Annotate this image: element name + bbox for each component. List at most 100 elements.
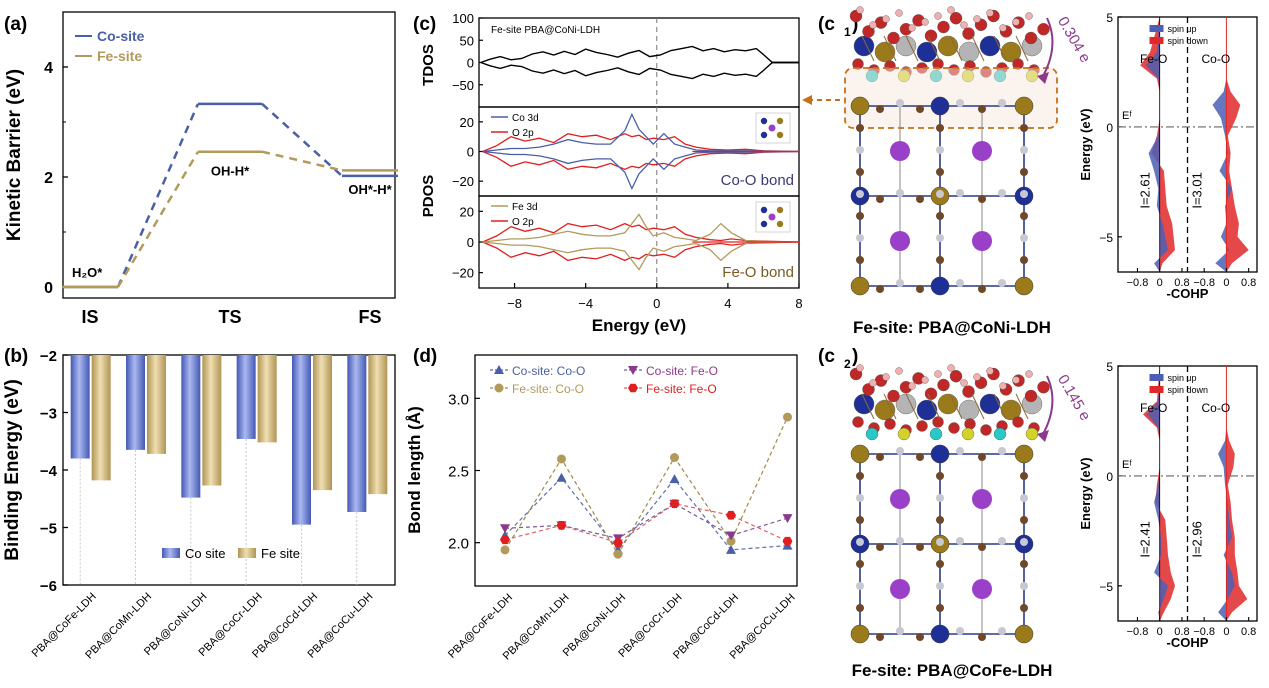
atom	[947, 6, 955, 14]
cohp-x-label: -COHP	[1167, 286, 1209, 301]
annotation-fs: OH*-H*	[348, 182, 392, 197]
atom-cn	[896, 627, 904, 635]
y-tick-label: 2.0	[448, 536, 469, 553]
cohp-right-spin-down	[1226, 17, 1249, 272]
atom-cn	[936, 560, 944, 568]
atom-cn	[896, 189, 904, 197]
bar-fe-site	[202, 355, 222, 486]
panel-label-c1-close: )	[852, 14, 858, 35]
x-tick-label: −4	[578, 296, 593, 311]
legend-label: Fe-site	[97, 48, 142, 64]
atom-cn	[936, 604, 944, 612]
atom	[964, 418, 976, 430]
atom-cn	[896, 279, 904, 287]
legend-label: spin down	[1168, 36, 1209, 46]
atom	[962, 27, 975, 40]
legend-swatch-fe	[238, 548, 256, 558]
atom-cn	[998, 189, 1006, 197]
series-line	[504, 416, 789, 556]
marker-circle	[783, 412, 792, 422]
lattice	[850, 444, 1034, 644]
panel-label-d: (d)	[413, 346, 437, 367]
atom-fe	[850, 624, 870, 644]
cohp-y-label: Energy (eV)	[1078, 108, 1093, 180]
x-tick-label: −8	[507, 296, 522, 311]
atom-cn	[1020, 494, 1028, 502]
atom-co	[930, 276, 950, 296]
bond	[949, 393, 963, 420]
panel-label-c2: (c	[818, 346, 835, 367]
atom	[924, 387, 938, 400]
fermi-label: Eᶠ	[1122, 459, 1132, 471]
bond	[861, 35, 875, 62]
atom	[937, 35, 959, 57]
bar-co-site	[347, 355, 367, 512]
y-tick-label: −5	[1099, 231, 1113, 245]
atom-cn	[1020, 560, 1028, 568]
atom-cn	[1020, 256, 1028, 264]
charge-label: 0.145 e	[1054, 372, 1094, 424]
atom-cn	[956, 99, 964, 107]
bond	[861, 393, 875, 420]
atom	[960, 21, 968, 29]
atom	[934, 12, 942, 20]
connector-fe-site	[116, 151, 200, 288]
y-axis-label: Kinetic Barrier (eV)	[4, 69, 25, 241]
atom-fe	[1014, 624, 1034, 644]
atom-cn	[998, 627, 1006, 635]
atom-cn	[936, 124, 944, 132]
legend-label: Fe-site: Co-O	[512, 382, 584, 396]
y-tick-label: −3	[40, 406, 57, 423]
legend-label: Fe 3d	[512, 202, 538, 213]
pointer-arrow-head	[802, 95, 812, 105]
panel-label-c1: (c	[818, 14, 835, 35]
structure-caption: Fe-site: PBA@CoFe-LDH	[852, 661, 1053, 680]
bar-co-site	[292, 355, 311, 525]
marker-hexagon	[669, 499, 680, 508]
connector-co-site	[261, 102, 343, 177]
pdos-axis-label: PDOS	[420, 175, 437, 218]
atom	[979, 35, 1001, 57]
y-tick-label: −2	[40, 348, 57, 365]
x-tick-label-is: IS	[81, 307, 98, 327]
atom-cn	[1020, 190, 1028, 198]
atom-cn	[916, 633, 924, 641]
atom	[1024, 31, 1038, 45]
atom	[929, 427, 943, 441]
atom-cn	[856, 168, 864, 176]
atom	[895, 9, 903, 17]
atom	[934, 370, 942, 378]
atom	[1000, 41, 1022, 63]
lattice	[850, 96, 1034, 296]
bar-fe-site	[91, 355, 111, 481]
atom	[908, 24, 916, 32]
annotation-ts: OH-H*	[211, 164, 250, 179]
panel-label-b: (b)	[4, 346, 28, 367]
atom-cn	[978, 543, 986, 551]
atom-cn	[916, 195, 924, 203]
plot-frame-b	[62, 354, 396, 586]
atom	[869, 21, 877, 29]
bond-label: Fe-O bond	[722, 264, 794, 281]
x-tick-label: 0	[1157, 277, 1163, 289]
atom	[980, 424, 992, 436]
atom-cn	[856, 472, 864, 480]
atom	[937, 20, 950, 34]
atom-cn	[978, 633, 986, 641]
atom-cn	[978, 105, 986, 113]
atom	[1012, 18, 1020, 26]
legend-label: Co-site: Fe-O	[646, 364, 718, 378]
atom-cn	[1020, 168, 1028, 176]
atom	[1025, 427, 1039, 441]
atom-cn	[936, 538, 944, 546]
x-tick-label: 0.8	[1174, 277, 1189, 289]
bar-co-site	[236, 355, 256, 439]
atom	[908, 382, 916, 390]
atom	[862, 25, 875, 38]
marker-triangle-down	[500, 524, 510, 534]
atom-k	[890, 141, 910, 161]
bar-fe-site	[257, 355, 277, 443]
atom	[852, 416, 864, 428]
legend-swatch-down	[1149, 386, 1164, 393]
atom	[1025, 12, 1033, 20]
